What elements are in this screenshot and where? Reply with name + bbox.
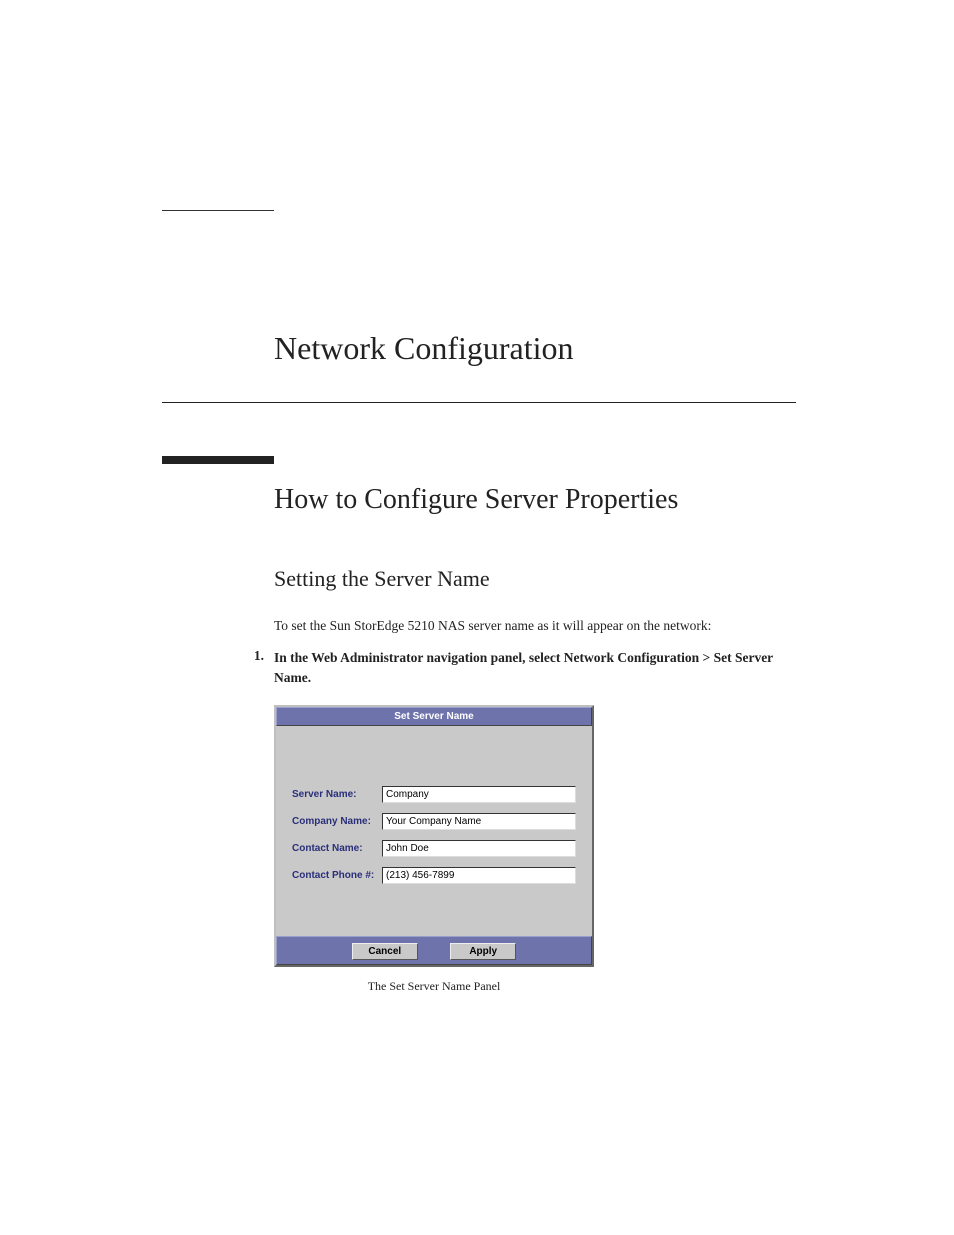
input-contact-phone[interactable] (382, 867, 576, 884)
subsection-title: Setting the Server Name (274, 566, 490, 592)
form-row-server-name: Server Name: (292, 786, 576, 803)
horizontal-rule (162, 402, 796, 403)
label-company-name: Company Name: (292, 816, 382, 827)
input-server-name[interactable] (382, 786, 576, 803)
figure-caption: The Set Server Name Panel (274, 979, 594, 994)
section-title: How to Configure Server Properties (274, 484, 678, 516)
cancel-button[interactable]: Cancel (352, 943, 418, 960)
section-marker-bar (162, 456, 274, 464)
panel-titlebar: Set Server Name (276, 707, 592, 726)
chapter-title: Network Configuration (274, 330, 574, 367)
apply-button[interactable]: Apply (450, 943, 516, 960)
document-page: Network Configuration How to Configure S… (0, 0, 954, 1235)
step-number: 1. (248, 648, 270, 664)
set-server-name-panel: Set Server Name Server Name: Company Nam… (274, 705, 594, 967)
form-row-contact-phone: Contact Phone #: (292, 867, 576, 884)
intro-paragraph: To set the Sun StorEdge 5210 NAS server … (274, 616, 804, 636)
form-row-company-name: Company Name: (292, 813, 576, 830)
input-company-name[interactable] (382, 813, 576, 830)
form-row-contact-name: Contact Name: (292, 840, 576, 857)
panel-body: Server Name: Company Name: Contact Name:… (276, 726, 592, 936)
input-contact-name[interactable] (382, 840, 576, 857)
panel-footer: Cancel Apply (276, 936, 592, 965)
label-contact-phone: Contact Phone #: (292, 870, 382, 881)
figure-container: Set Server Name Server Name: Company Nam… (274, 705, 594, 994)
label-server-name: Server Name: (292, 789, 382, 800)
top-rule (162, 210, 274, 211)
step-item: 1. In the Web Administrator navigation p… (248, 648, 808, 687)
step-text: In the Web Administrator navigation pane… (274, 648, 794, 687)
label-contact-name: Contact Name: (292, 843, 382, 854)
